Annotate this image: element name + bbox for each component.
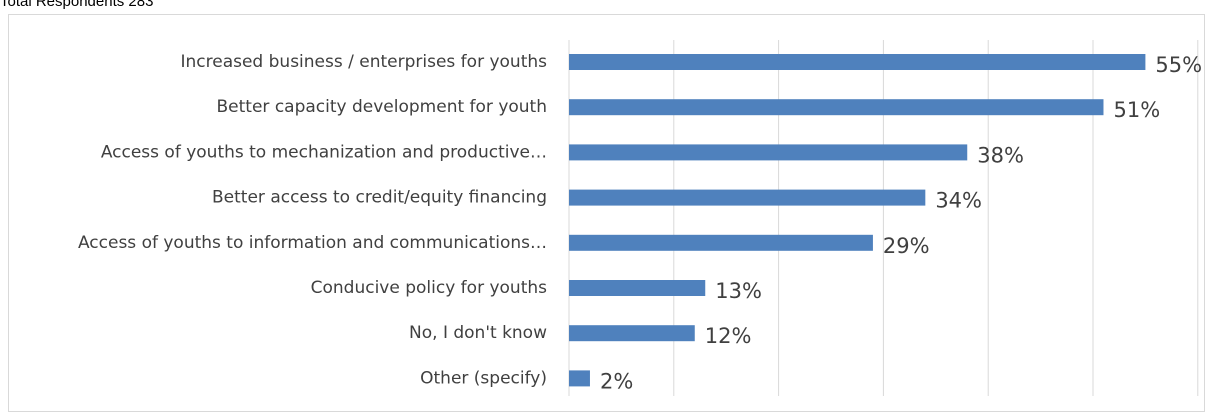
category-labels: Increased business / enterprises for you…	[78, 52, 547, 388]
category-label: Other (specify)	[420, 368, 547, 388]
category-label: Access of youths to information and comm…	[78, 233, 547, 253]
gridlines	[569, 40, 1198, 396]
bar	[569, 280, 705, 296]
bar	[569, 325, 695, 341]
bar	[569, 370, 590, 386]
bar	[569, 190, 925, 206]
bars	[569, 54, 1145, 386]
value-label: 51%	[1113, 98, 1160, 122]
value-label: 55%	[1155, 53, 1202, 77]
bar	[569, 144, 967, 160]
bar	[569, 235, 873, 251]
bar	[569, 54, 1145, 70]
value-label: 12%	[705, 324, 752, 348]
category-label: Increased business / enterprises for you…	[180, 52, 547, 72]
value-label: 38%	[977, 143, 1024, 167]
value-label: 13%	[715, 279, 762, 303]
category-label: Access of youths to mechanization and pr…	[101, 142, 547, 162]
category-label: Better capacity development for youth	[217, 97, 547, 117]
bar	[569, 99, 1103, 115]
category-label: Conducive policy for youths	[311, 278, 548, 298]
value-label: 29%	[883, 234, 930, 258]
category-label: Better access to credit/equity financing	[212, 188, 547, 208]
category-label: No, I don't know	[409, 323, 547, 343]
value-label: 34%	[935, 189, 982, 213]
value-label: 2%	[600, 369, 633, 393]
